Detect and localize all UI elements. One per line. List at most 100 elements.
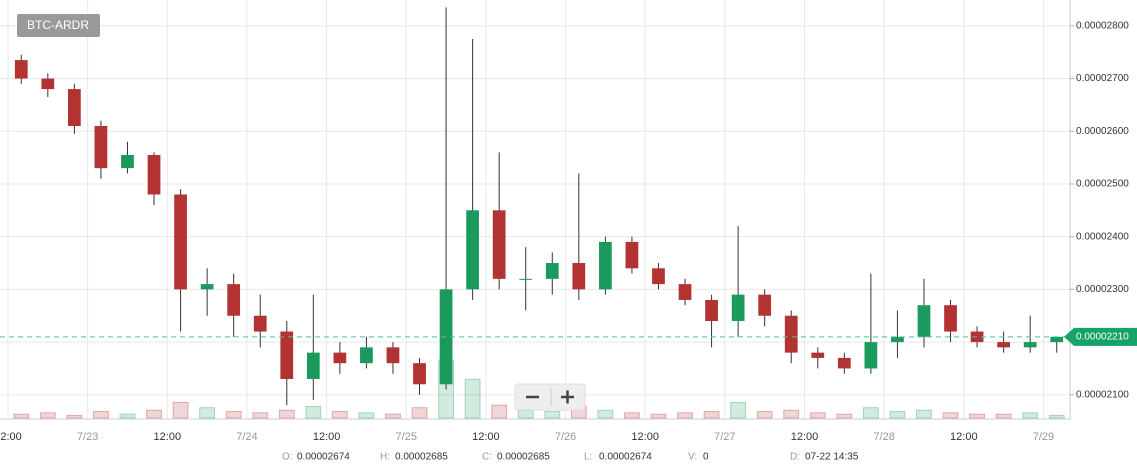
volume-bar: [517, 409, 534, 419]
info-value: 0.00002674: [297, 452, 350, 463]
x-tick-label: 7/27: [714, 431, 735, 443]
volume-bar: [703, 411, 720, 419]
candle-body: [41, 78, 55, 90]
candle-body: [121, 154, 134, 169]
y-tick-label: 0.00002800: [1076, 20, 1129, 31]
volume-bar: [305, 405, 322, 419]
candle-body: [227, 284, 241, 316]
x-tick-label: 12:00: [154, 431, 182, 443]
candle-body: [519, 278, 533, 280]
volume-bar: [1048, 414, 1065, 419]
volume-bar: [92, 411, 109, 419]
x-tick-label: 7/24: [236, 431, 257, 443]
info-label: C:: [482, 452, 492, 463]
volume-bar: [199, 407, 216, 419]
candle-body: [492, 210, 506, 279]
x-tick-label: 12:00: [472, 431, 500, 443]
volume-bar: [730, 402, 747, 419]
x-tick-label: 12:00: [313, 431, 341, 443]
candle-body: [147, 154, 161, 195]
volume-bar: [172, 402, 189, 419]
volume-bar: [331, 411, 348, 419]
x-tick-label: 7/23: [77, 431, 98, 443]
volume-bar: [464, 378, 481, 419]
volume-bar: [677, 412, 693, 419]
info-value: 0.00002674: [599, 452, 652, 463]
candle-body: [944, 305, 957, 332]
volume-bar: [252, 412, 269, 419]
candle-body: [280, 331, 294, 379]
candle-body: [784, 315, 798, 353]
candle-body: [545, 263, 559, 279]
info-label: L:: [584, 452, 592, 463]
info-value: 0.00002685: [497, 452, 550, 463]
zoom-controls: [514, 383, 586, 411]
candle-body: [333, 352, 347, 364]
candle-body: [466, 210, 479, 290]
candle-body: [997, 342, 1010, 348]
x-tick-label: 7/25: [396, 431, 417, 443]
info-label: D:: [790, 452, 800, 463]
last-price-label: 0.00002210: [1076, 331, 1129, 342]
volume-bar: [39, 412, 56, 419]
candle-body: [386, 347, 400, 364]
zoom-in-button[interactable]: [561, 390, 574, 404]
x-tick-label: 12:00: [631, 431, 659, 443]
volume-bar: [783, 409, 800, 419]
candle-body: [891, 336, 904, 343]
candle-body: [731, 294, 745, 322]
x-tick-label: 7/29: [1033, 431, 1054, 443]
volume-bar: [278, 409, 295, 419]
volume-bar: [385, 413, 401, 419]
volume-bar: [995, 413, 1012, 419]
info-value: 0.00002685: [395, 452, 448, 463]
volume-bar: [969, 413, 986, 419]
candle-body: [14, 60, 28, 79]
candle-body: [572, 263, 586, 290]
candle-body: [705, 299, 718, 322]
volume-bar: [66, 414, 83, 419]
candle-body: [94, 125, 108, 169]
info-value: 07-22 14:35: [805, 452, 859, 463]
x-tick-label: 7/28: [873, 431, 894, 443]
symbol-badge: [17, 14, 100, 37]
volume-bar: [623, 412, 640, 419]
volume-bar: [836, 413, 853, 419]
volume-bar: [146, 409, 162, 419]
volume-bar: [1022, 412, 1039, 419]
y-tick-label: 0.00002600: [1076, 126, 1129, 137]
candle-body: [599, 241, 612, 290]
x-tick-label: 12:00: [0, 431, 22, 443]
chart-title: BTC-ARDR: [27, 18, 89, 32]
candle-body: [68, 89, 81, 126]
volume-bar: [411, 407, 428, 419]
volume-bar: [225, 411, 242, 419]
candle-body: [811, 352, 825, 358]
candle-body: [253, 315, 267, 332]
info-value: 0: [703, 452, 709, 463]
volume-bar: [650, 413, 667, 419]
y-tick-label: 0.00002400: [1076, 231, 1129, 242]
volume-bar: [544, 411, 561, 419]
volume-bar: [809, 412, 826, 419]
plot-area: [0, 0, 1070, 419]
x-tick-label: 7/26: [555, 431, 576, 443]
candle-body: [652, 268, 665, 285]
y-tick-label: 0.00002100: [1076, 389, 1129, 400]
candle-body: [758, 294, 772, 316]
volume-bar: [491, 404, 508, 419]
candle-body: [1050, 336, 1064, 343]
x-tick-label: 12:00: [791, 431, 819, 443]
info-label: V:: [688, 452, 697, 463]
volume-bar: [942, 412, 959, 419]
candle-body: [625, 241, 639, 269]
y-tick-label: 0.00002300: [1076, 284, 1129, 295]
volume-bar: [862, 407, 879, 419]
y-tick-label: 0.00002500: [1076, 179, 1129, 190]
info-label: O:: [282, 452, 293, 463]
zoom-panel: [514, 383, 586, 411]
candle-body: [1023, 342, 1037, 348]
candle-body: [970, 331, 984, 343]
volume-bar: [13, 413, 30, 419]
